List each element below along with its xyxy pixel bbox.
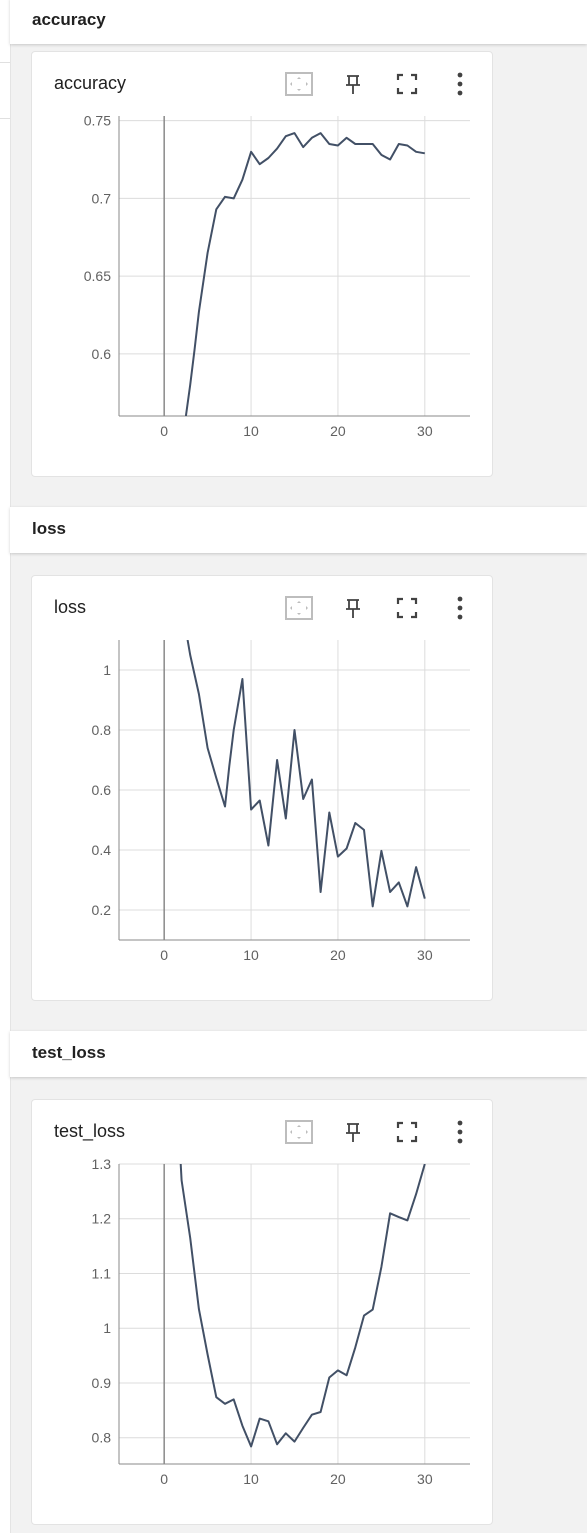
gutter-divider (0, 62, 10, 63)
pin-button[interactable] (338, 594, 368, 622)
pin-icon (346, 1123, 360, 1142)
y-tick-label: 0.6 (92, 346, 112, 362)
more-vert-icon (457, 596, 463, 620)
fullscreen-button[interactable] (392, 594, 422, 622)
fullscreen-button[interactable] (392, 1118, 422, 1146)
more-vert-icon (457, 72, 463, 96)
x-tick-label: 0 (160, 1471, 168, 1487)
x-tick-label: 30 (417, 947, 433, 963)
chart-card-test-loss: test_loss 0.8 0.9 1 1.1 1.2 1.3 0 10 20 30 (31, 1099, 493, 1525)
fit-domain-icon (285, 1120, 313, 1144)
y-tick-label: 0.2 (92, 902, 112, 918)
x-tick-label: 20 (330, 423, 346, 439)
chart-card-loss: loss 0.2 0.4 0.6 0.8 1 0 10 20 30 (31, 575, 493, 1001)
series-line (186, 640, 426, 908)
chart-card-accuracy: accuracy 0.6 0.65 0.7 0.75 0 10 20 30 (31, 51, 493, 477)
card-title: test_loss (54, 1121, 126, 1141)
x-tick-label: 30 (417, 423, 433, 439)
pin-icon (346, 599, 360, 618)
fullscreen-icon (396, 597, 418, 619)
y-tick-label: 0.7 (92, 190, 112, 206)
x-tick-label: 0 (160, 947, 168, 963)
y-tick-label: 0.65 (84, 268, 111, 284)
more-options-button[interactable] (445, 594, 475, 622)
y-tick-label: 0.75 (84, 113, 111, 129)
y-tick-label: 0.8 (92, 1430, 112, 1446)
section-header-test-loss[interactable]: test_loss (10, 1031, 587, 1077)
pin-icon (346, 75, 360, 94)
x-tick-label: 10 (243, 1471, 259, 1487)
y-tick-label: 0.4 (92, 842, 112, 858)
section-header-accuracy[interactable]: accuracy (10, 0, 587, 44)
fullscreen-icon (396, 1121, 418, 1143)
fullscreen-icon (396, 73, 418, 95)
y-tick-label: 1 (103, 662, 111, 678)
y-tick-label: 0.8 (92, 722, 112, 738)
x-tick-label: 30 (417, 1471, 433, 1487)
y-tick-label: 1.3 (92, 1156, 112, 1172)
fit-domain-button[interactable] (284, 594, 314, 622)
more-options-button[interactable] (445, 1118, 475, 1146)
more-vert-icon (457, 1120, 463, 1144)
section-title: accuracy (32, 10, 106, 29)
test-loss-chart: 0.8 0.9 1 1.1 1.2 1.3 0 10 20 30 (92, 1156, 470, 1487)
y-tick-label: 1 (103, 1320, 111, 1336)
left-gutter (0, 0, 11, 1533)
series-line (179, 1164, 426, 1448)
section-title: test_loss (32, 1043, 106, 1062)
fit-domain-icon (285, 72, 313, 96)
fit-domain-icon (285, 596, 313, 620)
fit-domain-button[interactable] (284, 1118, 314, 1146)
y-tick-label: 1.1 (92, 1265, 112, 1281)
y-tick-label: 0.9 (92, 1375, 112, 1391)
y-tick-label: 0.6 (92, 782, 112, 798)
x-tick-label: 0 (160, 423, 168, 439)
loss-chart: 0.20.40.60.810 10 20 30 (92, 640, 470, 963)
accuracy-chart: 0.6 0.65 0.7 0.75 0 10 20 30 (84, 113, 470, 439)
x-tick-label: 20 (330, 947, 346, 963)
x-tick-label: 10 (243, 947, 259, 963)
more-options-button[interactable] (445, 70, 475, 98)
fullscreen-button[interactable] (392, 70, 422, 98)
series-line (184, 132, 425, 416)
x-tick-label: 20 (330, 1471, 346, 1487)
pin-button[interactable] (338, 1118, 368, 1146)
section-header-loss[interactable]: loss (10, 507, 587, 553)
gutter-divider (0, 118, 10, 119)
card-title: accuracy (54, 73, 127, 93)
card-title: loss (54, 597, 87, 617)
section-title: loss (32, 519, 67, 538)
fit-domain-button[interactable] (284, 70, 314, 98)
y-tick-label: 1.2 (92, 1211, 112, 1227)
x-tick-label: 10 (243, 423, 259, 439)
pin-button[interactable] (338, 70, 368, 98)
